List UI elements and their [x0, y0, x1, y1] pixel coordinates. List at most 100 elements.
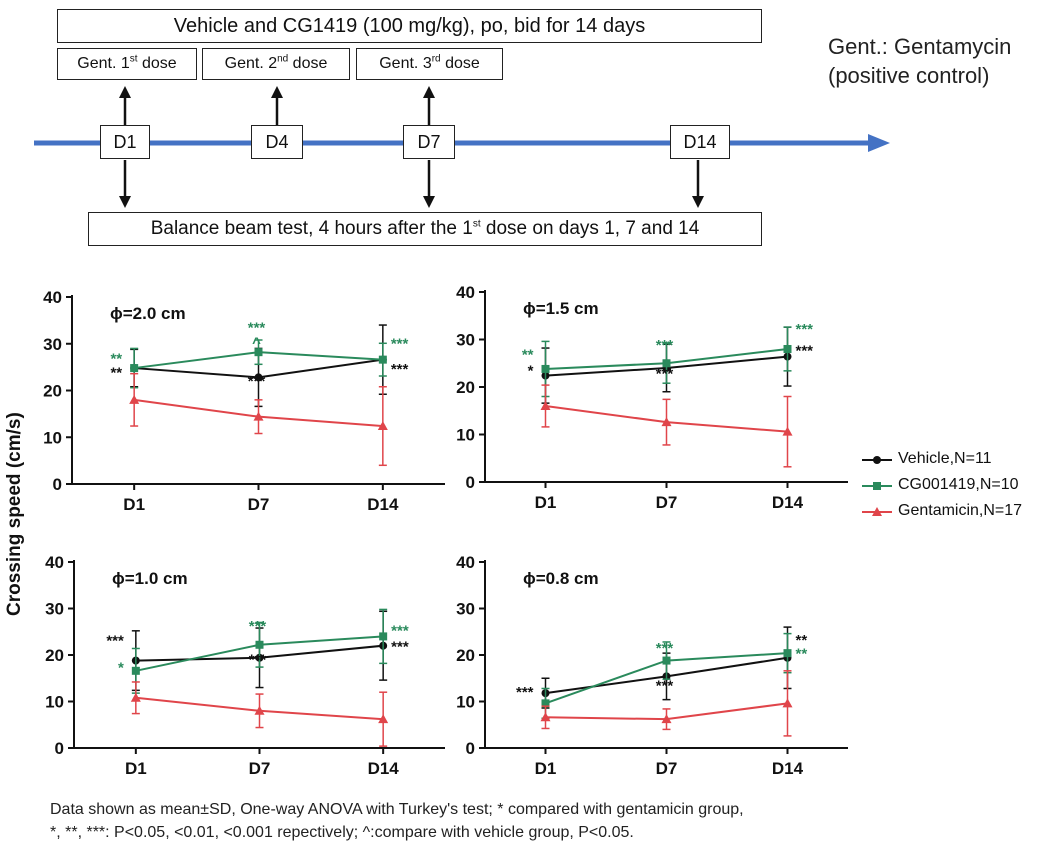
chart3-annotation-0: ***: [106, 633, 124, 650]
legend-gent-label: Gentamicin,N=17: [898, 502, 1023, 519]
chart1-xtick-label-2: D14: [367, 495, 399, 514]
legend: [862, 456, 892, 516]
up-arrowhead-d4: [271, 86, 283, 98]
legend-cg-marker: [873, 482, 881, 490]
chart4-s1-point-1: [662, 656, 671, 665]
chart1-ytick-label-1: 10: [43, 428, 62, 447]
chart4-s1-point-0: [541, 699, 550, 708]
chart4-xtick-label-2: D14: [772, 759, 804, 778]
chart1-annotation-2: ***: [248, 320, 266, 337]
day-label-d14: D14: [683, 131, 717, 152]
chart4-s2-point-2: [782, 698, 793, 708]
chart1-ytick-label-2: 20: [43, 382, 62, 401]
chart4-annotation-0: ***: [516, 684, 534, 701]
chart3-s1-point-0: [131, 666, 140, 675]
chart1-annotation-1: **: [110, 364, 122, 381]
chart1-annotation-5: ***: [391, 335, 409, 352]
chart4-annotation-1: ***: [656, 640, 674, 657]
chart4-s2-point-0: [540, 712, 551, 722]
chart3-xtick-label-2: D14: [368, 759, 400, 778]
chart2-annotation-2: ***: [656, 337, 674, 354]
chart1-annotation-6: ***: [391, 361, 409, 378]
chart3-s1-point-2: [379, 632, 388, 641]
chart3-s1-point-1: [255, 640, 264, 649]
chart3-s2-point-1: [254, 705, 265, 715]
chart2-ytick-label-1: 10: [456, 426, 475, 445]
chart1-xtick-label-0: D1: [123, 495, 145, 514]
treatment-label: Vehicle and CG1419 (100 mg/kg), po, bid …: [173, 14, 646, 37]
footnote-line2: *, **, ***: P<0.05, <0.01, <0.001 repect…: [50, 824, 634, 841]
legend-gent-marker: [872, 507, 882, 516]
chart1-s1-point-0: [130, 364, 139, 373]
chart2-annotation-3: ***: [656, 365, 674, 382]
chart3-ytick-label-2: 20: [45, 646, 64, 665]
legend-cg-label: CG001419,N=10: [898, 476, 1019, 493]
chart4-s2-point-1: [661, 714, 672, 724]
chart1-ytick-label-0: 0: [53, 475, 62, 494]
chart4-ytick-label-1: 10: [456, 693, 475, 712]
chart2-annotation-5: ***: [796, 343, 814, 360]
y-axis-label: Crossing speed (cm/s): [4, 412, 25, 616]
chart1-ytick-label-3: 30: [43, 335, 62, 354]
chart3-annotation-2: ***: [249, 618, 267, 635]
chart4-ytick-label-4: 40: [456, 553, 475, 572]
day-box-d7: D7: [403, 125, 455, 159]
chart3-ytick-label-1: 10: [45, 693, 64, 712]
footnote-line1: Data shown as mean±SD, One-way ANOVA wit…: [50, 801, 744, 818]
test-label: Balance beam test, 4 hours after the 1st…: [150, 218, 700, 239]
chart2-ytick-label-0: 0: [466, 473, 475, 492]
chart1-annotation-0: **: [110, 350, 122, 367]
chart4-annotation-3: **: [796, 632, 808, 649]
chart1-ytick-label-4: 40: [43, 288, 62, 307]
test-box: Balance beam test, 4 hours after the 1st…: [88, 212, 762, 246]
chart4-annotation-2: ***: [656, 677, 674, 694]
treatment-box: Vehicle and CG1419 (100 mg/kg), po, bid …: [57, 9, 762, 43]
chart3-annotation-5: ***: [391, 638, 409, 655]
day-box-d14: D14: [670, 125, 730, 159]
chart1-s1-point-1: [254, 348, 263, 357]
dose-box-3: Gent. 3rd dose: [356, 48, 503, 80]
chart2-s2-point-2: [782, 426, 793, 436]
legend-vehicle-marker: [873, 456, 881, 464]
chart1-s2-point-0: [129, 394, 140, 404]
chart2-xtick-label-2: D14: [772, 493, 804, 512]
chart1-annotation-4: ***: [248, 373, 266, 390]
dose-label-1: Gent. 1st dose: [77, 53, 177, 72]
down-arrowhead-d7: [423, 196, 435, 208]
chart1-s2-point-2: [377, 421, 388, 431]
legend-vehicle-label: Vehicle,N=11: [898, 450, 992, 467]
chart2-s1-point-1: [662, 359, 671, 368]
chart4-ytick-label-2: 20: [456, 646, 475, 665]
chart3-xtick-label-1: D7: [249, 759, 271, 778]
chart4-xtick-label-0: D1: [535, 759, 557, 778]
chart3-ytick-label-0: 0: [55, 739, 64, 758]
chart1-xtick-label-1: D7: [248, 495, 270, 514]
chart4-ytick-label-0: 0: [466, 739, 475, 758]
gent-note-line1: Gent.: Gentamycin: [828, 34, 1012, 59]
chart3-ytick-label-4: 40: [45, 553, 64, 572]
chart2-xtick-label-0: D1: [535, 493, 557, 512]
chart2-ytick-label-4: 40: [456, 283, 475, 302]
chart1-title: ϕ=2.0 cm: [110, 304, 186, 323]
down-arrowhead-d1: [119, 196, 131, 208]
day-label-d7: D7: [417, 131, 441, 152]
chart4-title: ϕ=0.8 cm: [523, 569, 599, 588]
gent-note-line2: (positive control): [828, 63, 990, 88]
chart3-s2-point-0: [130, 692, 141, 702]
chart3-annotation-1: *: [118, 660, 124, 677]
chart2-annotation-1: *: [528, 363, 534, 380]
chart3-annotation-4: ***: [391, 622, 409, 639]
chart3-annotation-3: ***: [249, 651, 267, 668]
chart1-s2-point-1: [253, 411, 264, 421]
down-arrowhead-d14: [692, 196, 704, 208]
chart4-ytick-label-3: 30: [456, 600, 475, 619]
chart3-title: ϕ=1.0 cm: [112, 569, 188, 588]
chart2-xtick-label-1: D7: [656, 493, 678, 512]
chart1-annotation-3: ^: [252, 334, 261, 351]
timeline-arrowhead: [868, 134, 890, 152]
chart3-s2-point-2: [378, 714, 389, 724]
chart2-s1-point-2: [783, 345, 792, 353]
day-box-d1: D1: [100, 125, 150, 159]
chart2-ytick-label-3: 30: [456, 331, 475, 350]
